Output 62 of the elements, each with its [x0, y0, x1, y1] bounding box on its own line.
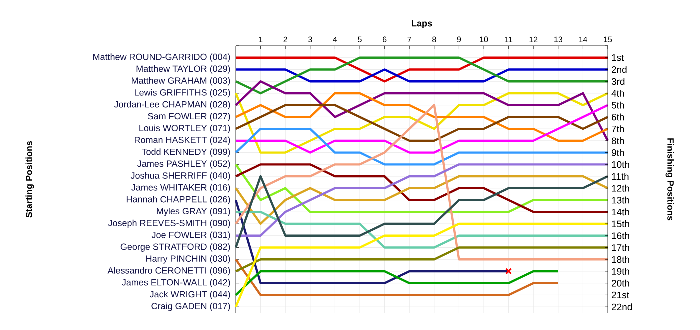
text: Starting Positions — [26, 141, 34, 218]
series-label: Roman HASKETT (024) — [135, 136, 230, 146]
x-tick-label: 15 — [604, 36, 612, 42]
y-tick-label: 14th — [612, 208, 630, 216]
x-tick-label: 10 — [480, 36, 488, 42]
series-label: Louis WORTLEY (071) — [140, 124, 230, 134]
x-tick-label: 14 — [579, 36, 588, 42]
series-label: Matthew ROUND-GARRIDO (004) — [94, 54, 230, 62]
y-tick-label: 11th — [612, 173, 629, 180]
series-label: Sam FOWLER (027) — [148, 113, 230, 122]
x-tick-label: 12 — [530, 36, 538, 42]
series-label: Harry PINCHIN (030) — [146, 255, 230, 264]
y-tick-label: 18th — [612, 256, 630, 264]
x-tick-label: 8 — [432, 36, 436, 42]
series-label: Joshua SHERRIFF (040) — [130, 172, 230, 181]
series-label: James PASHLEY (052) — [138, 160, 230, 169]
series-label: Craig GADEN (017) — [152, 302, 230, 312]
y-tick-label: 3rd — [612, 78, 625, 86]
series-label: Jordan-Lee CHAPMAN (028) — [114, 101, 230, 110]
series-label: Jack WRIGHT (044) — [150, 291, 230, 300]
y-tick-label: 17th — [612, 244, 630, 252]
y-tick-label: 21st — [612, 292, 630, 299]
x-tick-label: 7 — [408, 36, 412, 42]
y2-axis-title: Finishing Positions — [666, 138, 674, 221]
y-tick-label: 20th — [612, 280, 630, 287]
series-label: Matthew TAYLOR (029) — [136, 66, 230, 74]
x-tick-label: 2 — [284, 36, 288, 42]
y-tick-label: 6th — [612, 114, 624, 121]
x-tick-label: 3 — [308, 36, 312, 42]
y-tick-label: 8th — [612, 137, 624, 144]
series-label: George STRATFORD (082) — [120, 244, 230, 252]
y-tick-label: 10th — [612, 161, 630, 168]
series-label: James WHITAKER (016) — [132, 184, 230, 193]
y-tick-label: 9th — [612, 149, 624, 156]
series-label: Hannah CHAPPELL (026) — [126, 196, 230, 204]
series-label: Matthew GRAHAM (003) — [132, 77, 230, 86]
series-label: Alessandro CERONETTI (096) — [108, 267, 230, 276]
x-tick-label: 1 — [259, 36, 263, 42]
y-tick-label: 12th — [612, 184, 630, 192]
x-tick-label: 11 — [505, 36, 513, 42]
y-tick-label: 16th — [612, 232, 630, 240]
y-tick-label: 22nd — [612, 304, 632, 311]
text: James ELTON-WALL (042) — [122, 279, 230, 288]
x-tick-label: 5 — [358, 36, 362, 42]
x-tick-label: 4 — [333, 36, 338, 42]
series-label: Joseph REEVES-SMITH (090) — [108, 220, 230, 228]
y-tick-label: 7th — [612, 126, 624, 133]
x-tick-label: 13 — [554, 36, 562, 42]
x-tick-label: 6 — [382, 36, 387, 42]
y-tick-label: 15th — [612, 220, 630, 228]
y-tick-label: 1st — [612, 54, 624, 62]
x-tick-label: 9 — [457, 36, 462, 42]
y-tick-label: 13th — [612, 196, 630, 204]
x-axis-title: Laps — [412, 20, 432, 28]
series-label: Todd KENNEDY (099) — [142, 148, 230, 157]
y-tick-label: 2nd — [612, 66, 627, 74]
series-label: Myles GRAY (091) — [157, 208, 230, 216]
series-label: Lewis GRIFFITHS (025) — [135, 89, 230, 98]
y-tick-label: 5th — [612, 102, 624, 109]
y-tick-label: 4th — [612, 90, 624, 97]
series-label: Joe FOWLER (031) — [152, 232, 230, 240]
y-tick-label: 19th — [612, 268, 630, 275]
